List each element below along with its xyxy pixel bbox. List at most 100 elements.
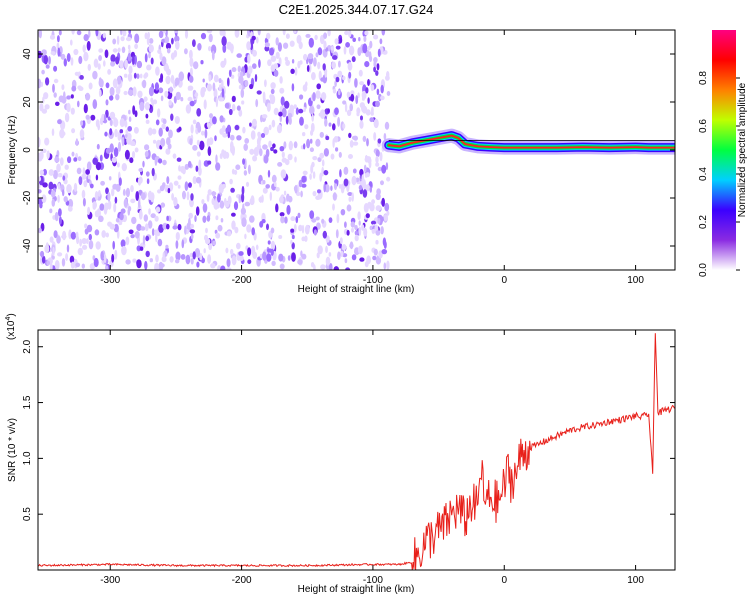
- noise-blob: [384, 121, 390, 130]
- noise-blob: [121, 136, 125, 147]
- noise-blob: [360, 115, 363, 121]
- noise-blob: [357, 92, 360, 99]
- noise-blob: [381, 197, 386, 207]
- noise-blob: [304, 224, 310, 235]
- noise-blob: [380, 95, 385, 101]
- noise-blob: [291, 252, 296, 262]
- noise-blob: [234, 226, 239, 234]
- noise-blob: [176, 157, 182, 162]
- noise-blob: [162, 159, 167, 166]
- noise-blob: [49, 236, 54, 243]
- noise-blob: [342, 253, 348, 258]
- noise-blob: [82, 244, 88, 250]
- noise-blob: [87, 63, 92, 71]
- noise-blob: [315, 195, 321, 200]
- noise-blob: [324, 184, 330, 193]
- noise-blob: [263, 126, 270, 136]
- noise-blob: [328, 217, 333, 224]
- noise-blob: [270, 227, 275, 234]
- noise-blob: [327, 30, 331, 37]
- noise-blob: [350, 90, 355, 96]
- noise-blob: [373, 60, 377, 68]
- noise-blob: [197, 43, 202, 51]
- noise-blob: [103, 254, 107, 264]
- noise-blob: [300, 190, 303, 198]
- noise-blob: [149, 258, 153, 263]
- noise-blob: [221, 88, 225, 98]
- noise-blob: [273, 69, 279, 77]
- noise-blob: [323, 170, 329, 176]
- noise-blob: [126, 135, 132, 145]
- noise-blob: [254, 74, 258, 82]
- noise-blob: [116, 75, 122, 85]
- noise-blob: [159, 52, 163, 61]
- noise-blob: [100, 180, 105, 186]
- spectrogram-x-tick-label: 0: [501, 275, 507, 286]
- noise-blob: [208, 33, 213, 43]
- noise-blob: [184, 48, 188, 55]
- noise-blob: [207, 189, 212, 196]
- noise-blob: [165, 244, 169, 249]
- noise-blob: [103, 60, 106, 67]
- snr-x-ticks: -300 -200 -100 0 100: [100, 330, 644, 586]
- noise-blob: [70, 94, 74, 99]
- noise-blob: [143, 73, 148, 79]
- noise-blob: [295, 216, 299, 224]
- noise-blob: [376, 63, 380, 71]
- noise-blob: [200, 87, 205, 98]
- noise-blob: [330, 185, 333, 191]
- noise-blob: [244, 233, 247, 240]
- noise-blob: [122, 30, 127, 37]
- noise-blob: [148, 44, 154, 53]
- noise-blob: [364, 61, 370, 68]
- noise-blob: [279, 212, 285, 217]
- noise-blob: [219, 30, 224, 36]
- noise-blob: [49, 34, 56, 40]
- noise-blob: [264, 79, 267, 88]
- noise-blob: [42, 182, 48, 188]
- noise-blob: [186, 191, 190, 201]
- noise-blob: [164, 90, 169, 98]
- noise-blob: [128, 30, 131, 34]
- noise-blob: [195, 165, 199, 172]
- noise-blob: [113, 147, 119, 158]
- colorbar: 0.0 0.2 0.4 0.6 0.8 Normalized spectral ampl…: [698, 30, 748, 277]
- noise-blob: [240, 71, 244, 78]
- noise-blob: [152, 99, 158, 105]
- noise-blob: [285, 33, 290, 39]
- noise-blob: [256, 90, 262, 95]
- noise-blob: [177, 175, 182, 180]
- noise-blob: [155, 119, 160, 126]
- noise-blob: [113, 202, 117, 213]
- noise-blob: [158, 30, 164, 39]
- noise-blob: [200, 130, 205, 136]
- noise-blob: [178, 71, 185, 82]
- noise-blob: [377, 166, 382, 172]
- noise-blob: [57, 119, 62, 125]
- noise-blob: [262, 91, 266, 102]
- noise-blob: [192, 251, 196, 260]
- noise-blob: [352, 168, 357, 174]
- noise-blob: [273, 149, 278, 154]
- noise-blob: [226, 41, 232, 50]
- noise-blob: [188, 217, 191, 227]
- noise-blob: [373, 66, 376, 73]
- noise-blob: [251, 245, 256, 256]
- noise-blob: [55, 101, 60, 107]
- noise-blob: [107, 221, 113, 227]
- noise-blob: [89, 263, 96, 270]
- noise-blob: [166, 176, 170, 185]
- noise-blob: [62, 189, 65, 197]
- noise-blob: [316, 83, 322, 90]
- noise-blob: [319, 152, 325, 159]
- noise-blob: [364, 30, 369, 36]
- noise-blob: [262, 187, 268, 194]
- noise-blob: [134, 43, 139, 50]
- noise-blob: [222, 30, 226, 38]
- noise-blob: [215, 232, 221, 239]
- noise-blob: [303, 143, 306, 150]
- noise-blob: [355, 177, 360, 183]
- noise-blob: [121, 163, 128, 172]
- noise-blob: [79, 238, 82, 247]
- noise-blob: [85, 169, 90, 175]
